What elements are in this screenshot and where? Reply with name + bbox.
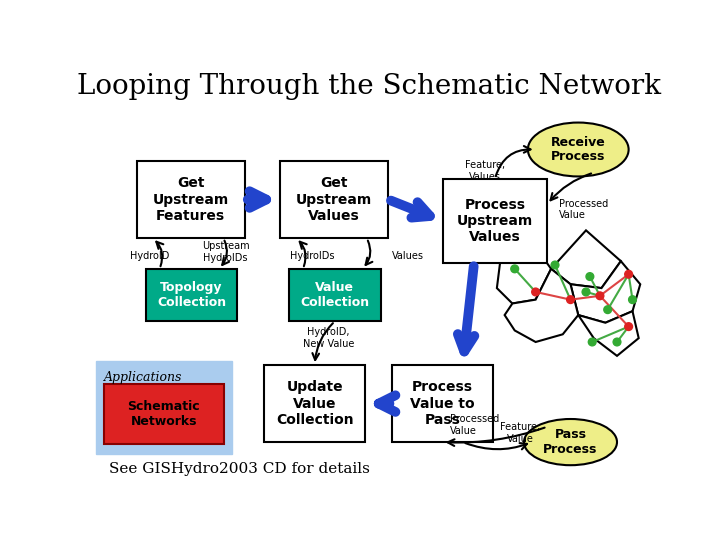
Text: Value
Collection: Value Collection	[300, 281, 369, 309]
Ellipse shape	[524, 419, 617, 465]
Text: Receive
Process: Receive Process	[551, 136, 606, 164]
Circle shape	[532, 288, 539, 296]
Bar	[104, 384, 224, 444]
Bar	[264, 365, 365, 442]
Bar	[137, 161, 245, 238]
Text: Get
Upstream
Features: Get Upstream Features	[153, 177, 229, 222]
Polygon shape	[578, 311, 639, 356]
Text: Schematic
Networks: Schematic Networks	[127, 400, 200, 428]
Polygon shape	[505, 269, 578, 342]
Text: Processed
Value: Processed Value	[559, 199, 608, 220]
Text: HydroID: HydroID	[130, 251, 170, 261]
Polygon shape	[570, 261, 640, 323]
Bar	[392, 365, 493, 442]
Circle shape	[596, 292, 604, 300]
Text: Get
Upstream
Values: Get Upstream Values	[296, 177, 372, 222]
Bar	[280, 161, 388, 238]
Bar	[145, 269, 238, 321]
Text: Feature,
Values: Feature, Values	[465, 160, 505, 182]
Text: Process
Value to
Pass: Process Value to Pass	[410, 380, 475, 427]
Ellipse shape	[528, 123, 629, 177]
Polygon shape	[497, 242, 551, 303]
Circle shape	[588, 338, 596, 346]
Polygon shape	[551, 231, 621, 288]
Text: HydroIDs: HydroIDs	[290, 251, 335, 261]
Text: Pass
Process: Pass Process	[544, 428, 598, 456]
Circle shape	[604, 306, 611, 314]
Text: Upstream
HydroIDs: Upstream HydroIDs	[202, 241, 249, 263]
Circle shape	[582, 288, 590, 296]
Circle shape	[567, 296, 575, 303]
Circle shape	[629, 296, 636, 303]
Bar	[443, 179, 547, 264]
Text: See GISHydro2003 CD for details: See GISHydro2003 CD for details	[109, 462, 370, 476]
Circle shape	[625, 323, 632, 330]
Bar	[289, 269, 381, 321]
Circle shape	[586, 273, 594, 280]
Text: Processed
Value: Processed Value	[451, 414, 500, 436]
Circle shape	[510, 265, 518, 273]
Text: HydroID,
New Value: HydroID, New Value	[303, 327, 354, 349]
Text: Looping Through the Schematic Network: Looping Through the Schematic Network	[77, 73, 661, 100]
Text: Process
Upstream
Values: Process Upstream Values	[456, 198, 533, 244]
Circle shape	[613, 338, 621, 346]
Text: Topology
Collection: Topology Collection	[157, 281, 226, 309]
Circle shape	[625, 271, 632, 278]
Text: Feature,
Value: Feature, Value	[500, 422, 540, 444]
Text: Applications: Applications	[104, 372, 182, 384]
Circle shape	[551, 261, 559, 269]
Bar	[96, 361, 232, 454]
Text: Values: Values	[392, 251, 424, 261]
Text: Update
Value
Collection: Update Value Collection	[276, 380, 354, 427]
